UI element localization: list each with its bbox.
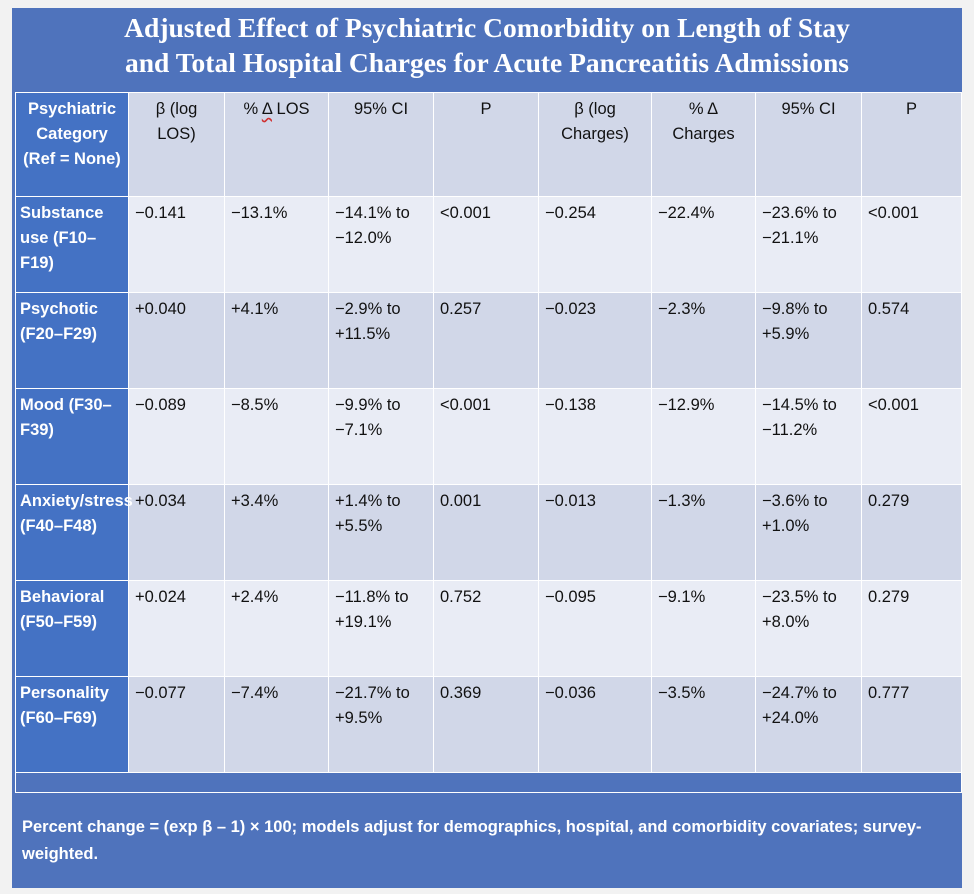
row-category: Behavioral (F50–F59) <box>15 580 129 677</box>
cell-ci-charges: −24.7% to +24.0% <box>755 676 862 773</box>
header-ci-charges: 95% CI <box>755 92 862 197</box>
cell-pct-los: −8.5% <box>224 388 329 485</box>
header-row: Psychiatric Category (Ref = None) β (log… <box>15 92 962 197</box>
header-pct-los-delta: Δ <box>261 100 272 118</box>
cell-ci-los: −11.8% to +19.1% <box>328 580 434 677</box>
cell-beta-los: +0.034 <box>128 484 225 581</box>
cell-p-los: 0.752 <box>433 580 539 677</box>
cell-beta-los: −0.077 <box>128 676 225 773</box>
cell-beta-charges: −0.036 <box>538 676 652 773</box>
cell-ci-los: −21.7% to +9.5% <box>328 676 434 773</box>
header-beta-los: β (log LOS) <box>128 92 225 197</box>
cell-pct-charges: −9.1% <box>651 580 756 677</box>
table-row: Mood (F30–F39) −0.089 −8.5% −9.9% to −7.… <box>15 388 962 485</box>
header-pct-los: % Δ LOS <box>224 92 329 197</box>
cell-pct-charges: −22.4% <box>651 196 756 293</box>
spacer-cell <box>15 772 962 793</box>
cell-p-charges: <0.001 <box>861 388 962 485</box>
header-p-los: P <box>433 92 539 197</box>
table-title: Adjusted Effect of Psychiatric Comorbidi… <box>12 10 962 80</box>
cell-ci-charges: −14.5% to −11.2% <box>755 388 862 485</box>
cell-beta-charges: −0.254 <box>538 196 652 293</box>
row-category: Substance use (F10–F19) <box>15 196 129 293</box>
cell-beta-los: +0.040 <box>128 292 225 389</box>
table-row: Psychotic (F20–F29) +0.040 +4.1% −2.9% t… <box>15 292 962 389</box>
title-line-2: and Total Hospital Charges for Acute Pan… <box>125 47 849 78</box>
cell-ci-charges: −3.6% to +1.0% <box>755 484 862 581</box>
header-pct-charges: % Δ Charges <box>651 92 756 197</box>
footnote: Percent change = (exp β – 1) × 100; mode… <box>22 818 922 863</box>
header-ci-los: 95% CI <box>328 92 434 197</box>
cell-beta-los: +0.024 <box>128 580 225 677</box>
table-row: Personality (F60–F69) −0.077 −7.4% −21.7… <box>15 676 962 773</box>
cell-p-charges: 0.279 <box>861 484 962 581</box>
cell-ci-charges: −23.5% to +8.0% <box>755 580 862 677</box>
cell-pct-los: +2.4% <box>224 580 329 677</box>
cell-p-los: <0.001 <box>433 388 539 485</box>
cell-p-los: <0.001 <box>433 196 539 293</box>
table-row: Anxiety/stress (F40–F48) +0.034 +3.4% +1… <box>15 484 962 581</box>
cell-ci-los: −9.9% to −7.1% <box>328 388 434 485</box>
cell-p-charges: <0.001 <box>861 196 962 293</box>
cell-p-charges: 0.574 <box>861 292 962 389</box>
cell-pct-charges: −2.3% <box>651 292 756 389</box>
cell-beta-charges: −0.013 <box>538 484 652 581</box>
cell-ci-los: −14.1% to −12.0% <box>328 196 434 293</box>
cell-beta-charges: −0.138 <box>538 388 652 485</box>
cell-pct-los: +4.1% <box>224 292 329 389</box>
title-line-1: Adjusted Effect of Psychiatric Comorbidi… <box>124 12 850 43</box>
header-p-charges: P <box>861 92 962 197</box>
row-category: Anxiety/stress (F40–F48) <box>15 484 133 581</box>
cell-pct-los: −7.4% <box>224 676 329 773</box>
cell-beta-charges: −0.095 <box>538 580 652 677</box>
cell-ci-charges: −9.8% to +5.9% <box>755 292 862 389</box>
cell-pct-los: +3.4% <box>224 484 329 581</box>
row-category: Personality (F60–F69) <box>15 676 129 773</box>
cell-p-los: 0.369 <box>433 676 539 773</box>
cell-p-los: 0.001 <box>433 484 539 581</box>
header-pct-los-suffix: LOS <box>271 100 310 118</box>
table-row: Substance use (F10–F19) −0.141 −13.1% −1… <box>15 196 962 293</box>
cell-ci-los: −2.9% to +11.5% <box>328 292 434 389</box>
table-slide: Adjusted Effect of Psychiatric Comorbidi… <box>12 8 962 888</box>
header-category: Psychiatric Category (Ref = None) <box>15 92 129 197</box>
cell-pct-charges: −12.9% <box>651 388 756 485</box>
cell-p-los: 0.257 <box>433 292 539 389</box>
cell-pct-los: −13.1% <box>224 196 329 293</box>
results-table: Psychiatric Category (Ref = None) β (log… <box>15 92 962 793</box>
cell-pct-charges: −3.5% <box>651 676 756 773</box>
cell-beta-los: −0.089 <box>128 388 225 485</box>
cell-ci-charges: −23.6% to −21.1% <box>755 196 862 293</box>
cell-beta-los: −0.141 <box>128 196 225 293</box>
cell-ci-los: +1.4% to +5.5% <box>328 484 434 581</box>
row-category: Psychotic (F20–F29) <box>15 292 129 389</box>
cell-p-charges: 0.777 <box>861 676 962 773</box>
table-row: Behavioral (F50–F59) +0.024 +2.4% −11.8%… <box>15 580 962 677</box>
cell-beta-charges: −0.023 <box>538 292 652 389</box>
header-beta-charges: β (log Charges) <box>538 92 652 197</box>
spacer-row <box>15 772 962 793</box>
header-pct-los-prefix: % <box>243 100 262 118</box>
row-category: Mood (F30–F39) <box>15 388 129 485</box>
cell-pct-charges: −1.3% <box>651 484 756 581</box>
cell-p-charges: 0.279 <box>861 580 962 677</box>
